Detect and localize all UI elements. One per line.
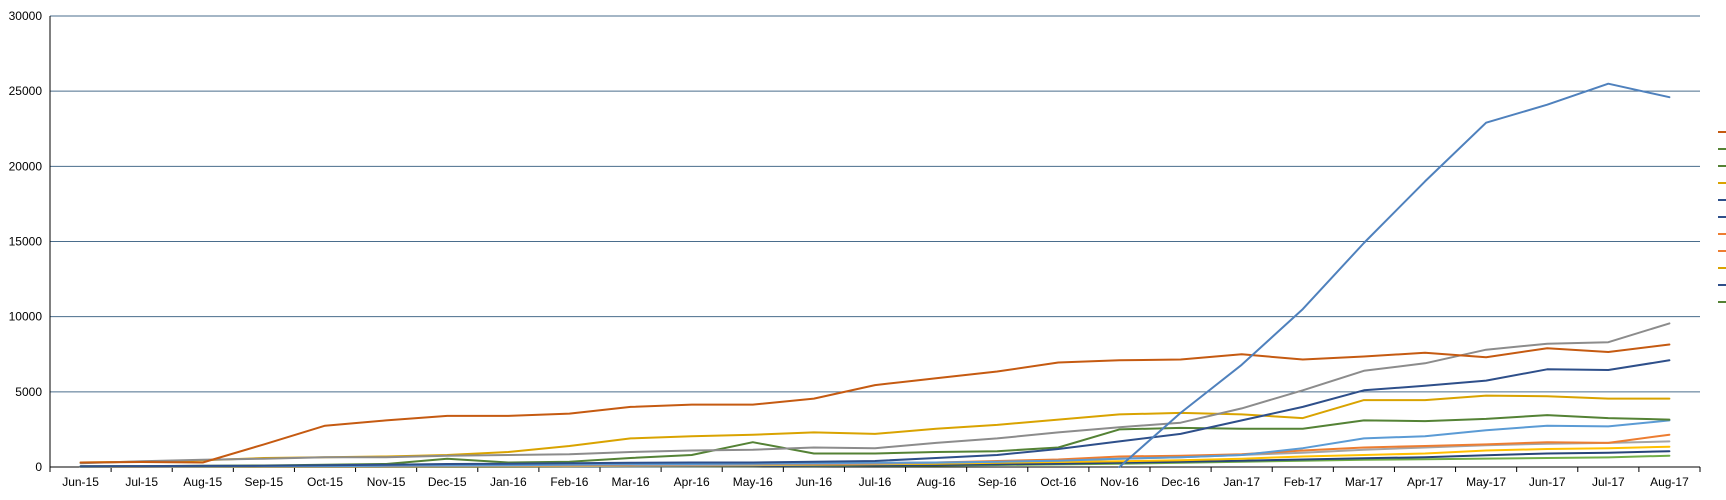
series-lines — [79, 82, 1671, 468]
y-tick-label: 15000 — [9, 235, 43, 249]
x-tick-label: Jun-16 — [796, 475, 833, 489]
y-tick-label: 0 — [35, 460, 42, 474]
y-tick-label: 10000 — [9, 310, 43, 324]
x-tick-label: Jul-16 — [859, 475, 892, 489]
x-tick-label: Mar-16 — [612, 475, 650, 489]
x-tick-label: Dec-15 — [428, 475, 467, 489]
gridlines — [50, 15, 1700, 393]
x-tick-label: Sep-16 — [978, 475, 1017, 489]
y-tick-label: 5000 — [15, 385, 42, 399]
x-tick-label: Sep-15 — [245, 475, 284, 489]
x-tick-label: Oct-16 — [1040, 475, 1076, 489]
x-tick-label: Jan-16 — [490, 475, 527, 489]
series-line-2 — [79, 343, 1671, 464]
legend — [1718, 131, 1726, 303]
x-tick-label: Aug-17 — [1650, 475, 1689, 489]
y-tick-label: 30000 — [9, 9, 43, 23]
x-tick-label: Feb-16 — [550, 475, 588, 489]
series-line-4 — [79, 359, 1671, 468]
x-axis: Jun-15 Jul-15 Aug-15 Sep-15 Oct-15 Nov-15 Dec-… — [49, 466, 1701, 489]
x-tick-label: Jan-17 — [1223, 475, 1260, 489]
x-tick-label: May-17 — [1466, 475, 1506, 489]
x-tick-label: Apr-17 — [1407, 475, 1443, 489]
series-line-1 — [1118, 82, 1671, 468]
x-tick-label: Oct-15 — [307, 475, 343, 489]
x-tick-label: Jul-17 — [1592, 475, 1625, 489]
x-tick-label: May-16 — [733, 475, 773, 489]
y-tick-label: 20000 — [9, 159, 43, 173]
x-tick-label: Nov-16 — [1100, 475, 1139, 489]
x-tick-label: Jun-17 — [1529, 475, 1566, 489]
x-tick-label: Dec-16 — [1161, 475, 1200, 489]
x-tick-label: Jul-15 — [125, 475, 158, 489]
y-tick-label: 25000 — [9, 84, 43, 98]
y-axis: 0 5000 10000 15000 20000 25000 30000 — [9, 9, 51, 474]
x-tick-label: Apr-16 — [674, 475, 710, 489]
x-tick-label: Jun-15 — [62, 475, 99, 489]
x-tick-label: Aug-16 — [917, 475, 956, 489]
series-line-3 — [79, 322, 1671, 465]
x-tick-label: Nov-15 — [367, 475, 406, 489]
x-tick-label: Aug-15 — [183, 475, 222, 489]
x-tick-label: Mar-17 — [1345, 475, 1383, 489]
x-tick-label: Feb-17 — [1284, 475, 1322, 489]
